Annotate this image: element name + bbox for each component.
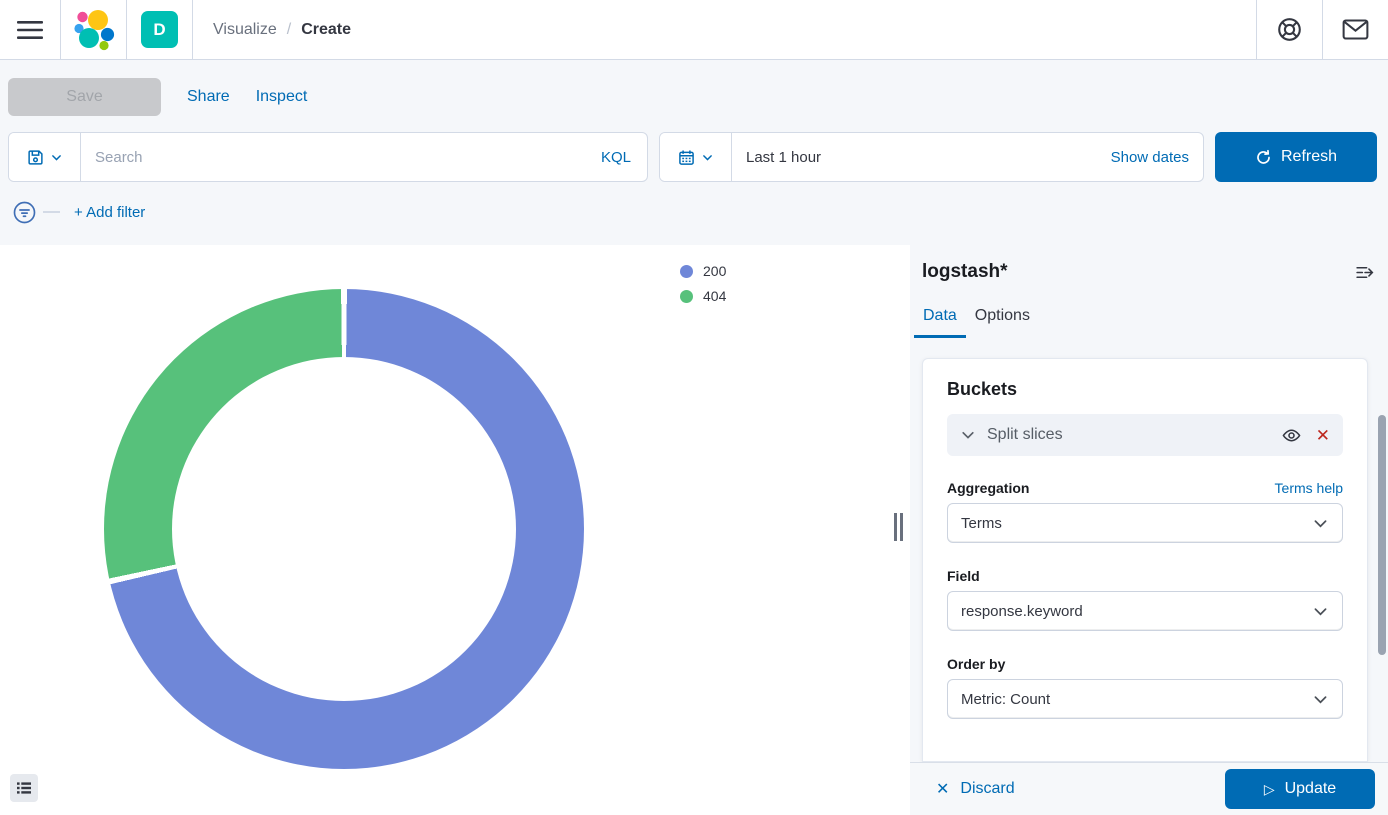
discard-label: Discard: [960, 780, 1015, 797]
tab-data[interactable]: Data: [914, 307, 966, 338]
order-by-label-row: Order by: [947, 656, 1343, 672]
update-label: Update: [1284, 780, 1337, 797]
panel-resize-handle[interactable]: [894, 513, 903, 541]
search-input[interactable]: [81, 133, 585, 181]
chevron-down-icon: [702, 154, 712, 161]
help-life-ring-icon: [1278, 18, 1301, 41]
refresh-icon: [1257, 149, 1270, 164]
filter-bar-divider: [43, 211, 60, 213]
legend-item-200[interactable]: 200: [680, 263, 726, 279]
saved-query-menu-button[interactable]: [9, 133, 81, 181]
visualization-area: 200 404: [0, 245, 910, 815]
index-pattern-title: logstash*: [922, 261, 1008, 282]
split-slices-label: Split slices: [987, 426, 1063, 443]
order-by-value: Metric: Count: [961, 690, 1051, 708]
search-box: KQL: [8, 132, 648, 182]
aggregation-label: Aggregation: [947, 480, 1030, 496]
buckets-card: Buckets Split slices ✕: [922, 358, 1368, 762]
space-switcher[interactable]: D: [127, 0, 193, 59]
aggregation-label-row: Aggregation Terms help: [947, 480, 1343, 496]
aggregation-value: Terms: [961, 514, 1002, 532]
aggregation-select[interactable]: Terms: [947, 503, 1343, 543]
breadcrumb-separator: /: [286, 20, 292, 38]
remove-bucket-button[interactable]: ✕: [1315, 425, 1330, 445]
query-bar: KQL Last 1 hour Show dates: [8, 132, 1377, 182]
refresh-button[interactable]: Refresh: [1215, 132, 1377, 182]
legend-toggle-button[interactable]: [10, 774, 38, 802]
newsfeed-button[interactable]: [1322, 0, 1388, 59]
chevron-down-icon: [1312, 515, 1329, 532]
help-button[interactable]: [1256, 0, 1322, 59]
share-button[interactable]: Share: [187, 88, 230, 105]
hamburger-icon: [17, 20, 43, 39]
update-button[interactable]: ▷ Update: [1225, 769, 1375, 809]
time-range-value[interactable]: Last 1 hour: [746, 148, 822, 166]
data-config-panel: logstash* Data Options Buckets: [910, 245, 1388, 815]
query-language-button[interactable]: KQL: [600, 148, 631, 166]
legend-dot-404: [680, 289, 693, 303]
panel-header: logstash*: [910, 245, 1388, 283]
space-badge[interactable]: D: [141, 11, 178, 48]
filter-bar: + Add filter: [12, 196, 145, 228]
elastic-logo[interactable]: [61, 0, 127, 59]
top-header: D Visualize / Create: [0, 0, 1388, 60]
breadcrumb: Visualize / Create: [193, 0, 351, 59]
date-picker: Last 1 hour Show dates: [659, 132, 1204, 182]
order-by-label: Order by: [947, 656, 1006, 672]
breadcrumb-create: Create: [301, 20, 352, 38]
chevron-down-icon: [1312, 603, 1329, 620]
field-value: response.keyword: [961, 602, 1083, 620]
panel-scrollbar-thumb[interactable]: [1378, 415, 1386, 655]
chevron-down-icon: [51, 154, 61, 161]
x-icon: ✕: [936, 781, 950, 798]
date-quick-menu-button[interactable]: [660, 133, 732, 181]
eye-icon: [1282, 429, 1301, 441]
order-by-select[interactable]: Metric: Count: [947, 679, 1343, 719]
main-menu-button[interactable]: [0, 0, 61, 59]
discard-button[interactable]: ✕ Discard: [936, 779, 1015, 799]
chart-legend: 200 404: [680, 263, 726, 304]
refresh-label: Refresh: [1280, 148, 1338, 165]
play-icon: ▷: [1263, 780, 1275, 797]
legend-label-200: 200: [703, 263, 727, 279]
tab-options[interactable]: Options: [974, 307, 1030, 324]
filter-icon: [13, 201, 36, 223]
legend-dot-200: [680, 264, 693, 278]
show-dates-button[interactable]: Show dates: [1110, 148, 1189, 166]
calendar-icon: [678, 149, 694, 165]
save-query-icon: [27, 149, 43, 165]
chevron-down-icon: [1312, 691, 1329, 708]
donut-chart[interactable]: [104, 289, 584, 769]
inspect-button[interactable]: Inspect: [255, 88, 308, 105]
add-filter-button[interactable]: + Add filter: [74, 203, 146, 221]
list-icon: [17, 782, 31, 794]
panel-footer: ✕ Discard ▷ Update: [910, 762, 1388, 815]
menu-right-icon: [1356, 266, 1374, 279]
filter-options-button[interactable]: [12, 200, 37, 225]
legend-item-404[interactable]: 404: [680, 288, 726, 304]
visualize-action-row: Save Share Inspect: [8, 78, 307, 116]
elastic-logo-icon: [73, 9, 114, 50]
toggle-visibility-button[interactable]: [1282, 426, 1301, 445]
main-content: 200 404 logstash*: [0, 245, 1388, 815]
legend-label-404: 404: [703, 288, 727, 304]
breadcrumb-visualize[interactable]: Visualize: [213, 20, 277, 38]
mail-icon: [1342, 19, 1369, 40]
terms-help-link[interactable]: Terms help: [1274, 480, 1343, 496]
split-slices-accordion[interactable]: Split slices ✕: [947, 414, 1343, 456]
save-button[interactable]: Save: [8, 78, 161, 116]
collapse-panel-button[interactable]: [1355, 263, 1374, 282]
donut-hole: [172, 357, 516, 701]
panel-tabs: Data Options: [914, 307, 1388, 338]
field-label-row: Field: [947, 568, 1343, 584]
buckets-heading: Buckets: [947, 379, 1018, 399]
field-label: Field: [947, 568, 980, 584]
field-select[interactable]: response.keyword: [947, 591, 1343, 631]
chevron-down-icon: [960, 427, 976, 443]
